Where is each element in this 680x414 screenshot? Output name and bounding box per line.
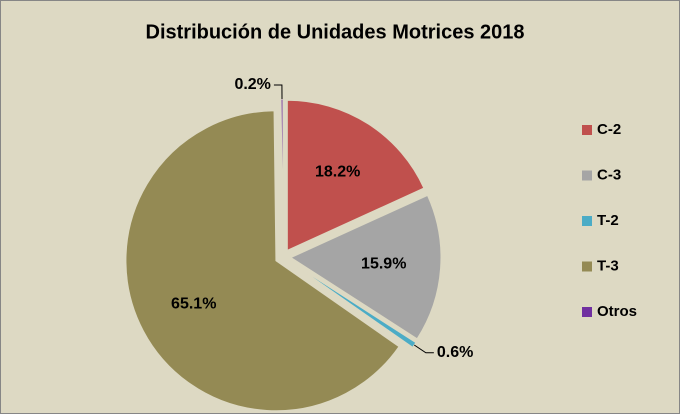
legend-swatch <box>582 125 592 135</box>
legend-swatch <box>582 170 592 181</box>
pie-slice <box>125 110 400 412</box>
legend-label: Otros <box>597 303 637 320</box>
data-label: 15.9% <box>361 256 406 273</box>
data-label: 0.2% <box>234 76 270 93</box>
pie-slice <box>289 261 417 349</box>
legend-swatch <box>582 307 592 317</box>
data-label: 0.6% <box>437 344 473 361</box>
data-label: 18.2% <box>315 163 360 180</box>
legend-label: T-2 <box>597 212 619 229</box>
pie-slice <box>280 98 284 250</box>
legend-label: T-3 <box>597 257 619 274</box>
legend-label: C-3 <box>597 166 621 183</box>
pie-slice <box>289 194 442 340</box>
legend-label: C-2 <box>597 121 621 138</box>
pie-slice <box>286 99 425 252</box>
data-label: 65.1% <box>171 295 216 312</box>
legend-swatch <box>582 261 592 272</box>
leader-line <box>273 84 283 100</box>
leader-line <box>413 344 434 354</box>
chart-title: Distribución de Unidades Motrices 2018 <box>146 21 525 43</box>
legend-swatch <box>582 216 592 226</box>
